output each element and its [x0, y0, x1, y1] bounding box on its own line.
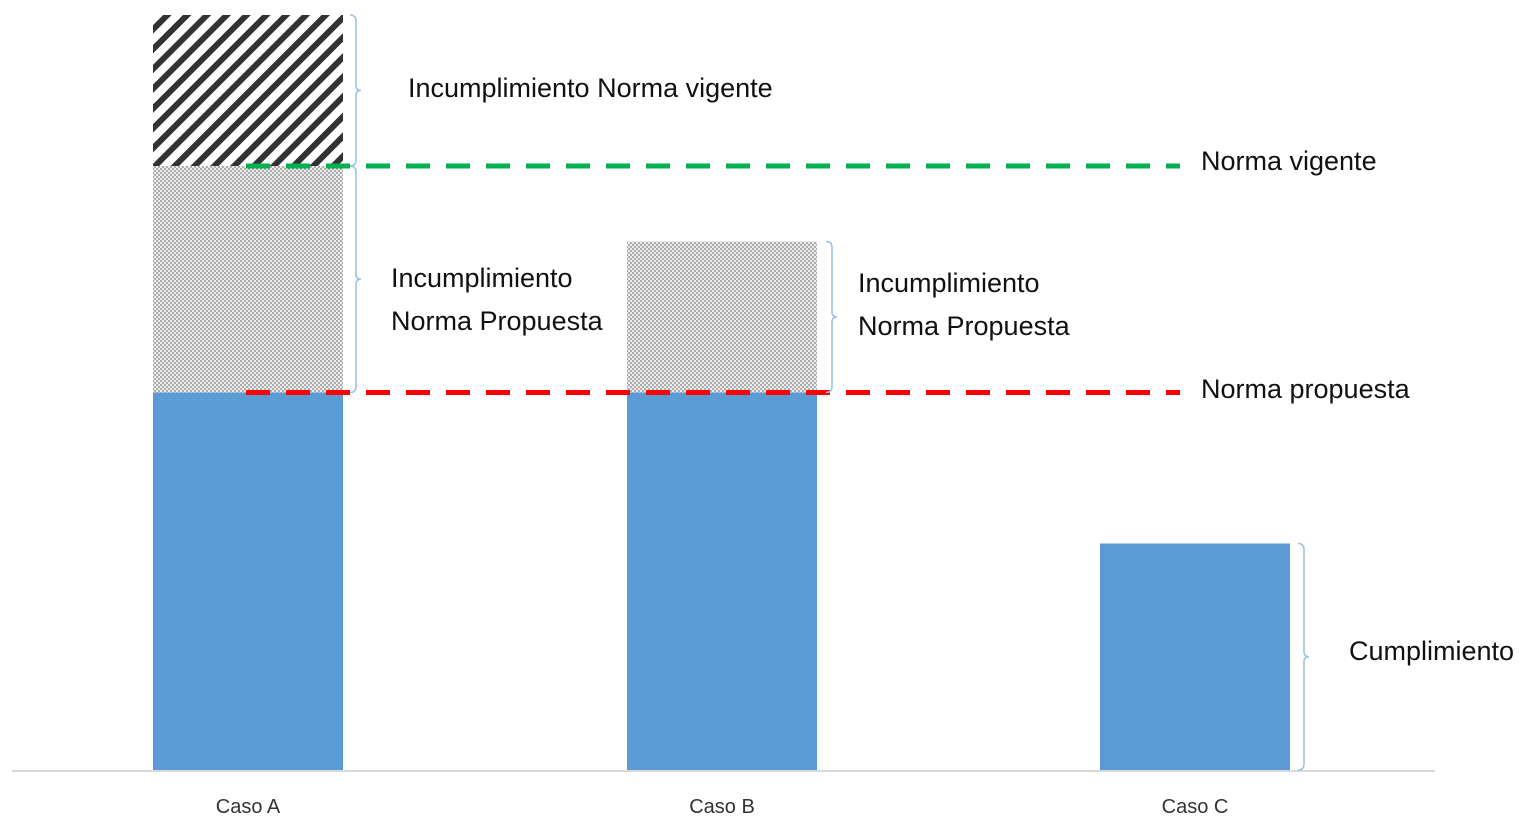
bar-incumplimiento-vigente-1 — [153, 15, 343, 166]
bars-layer — [153, 15, 1290, 770]
reference-line-label-norma-propuesta: Norma propuesta — [1201, 374, 1411, 404]
annotation-incumplimiento-vigente-a: Incumplimiento Norma vigente — [408, 73, 773, 103]
tick-label-caso-b: Caso B — [689, 796, 755, 818]
reference-lines-layer — [246, 163, 1180, 395]
tick-label-caso-a: Caso A — [216, 796, 281, 818]
bracket-incumplimiento-propuesta-a — [349, 165, 362, 394]
bracket-incumplimiento-propuesta-b — [825, 240, 838, 394]
annotation-incumplimiento-propuesta-b-line2: Norma Propuesta — [858, 311, 1071, 341]
bracket-cumplimiento-c — [1297, 542, 1310, 771]
bar-cumplimiento-2 — [627, 392, 817, 770]
bar-incumplimiento-propuesta-2 — [627, 241, 817, 393]
tick-label-caso-c: Caso C — [1162, 796, 1229, 818]
reference-line-label-norma-vigente: Norma vigente — [1201, 146, 1377, 176]
bar-cumplimiento-3 — [1100, 543, 1290, 770]
brackets-layer — [349, 14, 1310, 771]
bar-cumplimiento-1 — [153, 392, 343, 770]
annotation-incumplimiento-propuesta-a-line2: Norma Propuesta — [391, 306, 604, 336]
bracket-incumplimiento-vigente-a — [349, 14, 362, 167]
annotation-cumplimiento-c: Cumplimiento — [1349, 636, 1514, 666]
bar-incumplimiento-propuesta-1 — [153, 166, 343, 393]
annotation-incumplimiento-propuesta-b-line1: Incumplimiento — [858, 268, 1040, 298]
annotation-incumplimiento-propuesta-a-line1: Incumplimiento — [391, 263, 573, 293]
